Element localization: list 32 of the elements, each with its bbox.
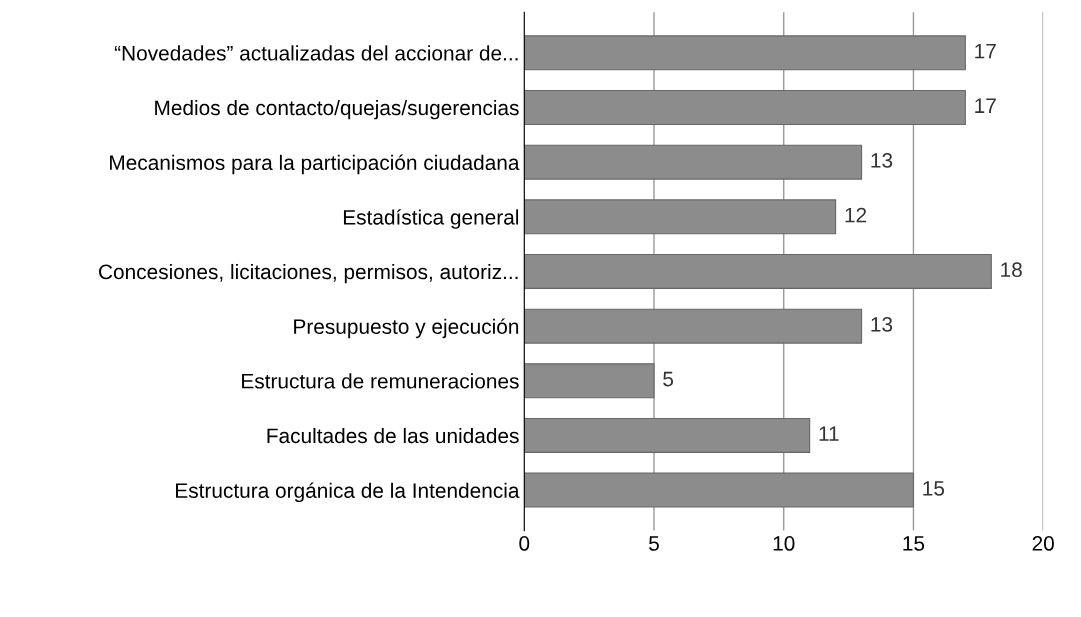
data-label: 18 <box>1001 262 1022 278</box>
y-tick-label: Mecanismos para la participación ciudadana <box>110 154 520 175</box>
data-label: 12 <box>845 207 867 223</box>
y-tick-label: “Novedades” actualizadas del accionar de... <box>114 45 518 61</box>
y-tick-label: Presupuesto y ejecución <box>294 318 519 339</box>
data-label: 17 <box>975 98 996 113</box>
bar <box>524 144 863 180</box>
y-tick-label: Estructura de remuneraciones <box>242 373 519 389</box>
bar <box>524 363 655 399</box>
data-label: 15 <box>923 481 945 496</box>
data-label: 13 <box>871 316 893 332</box>
bar <box>524 35 966 71</box>
bar <box>524 199 837 235</box>
x-tick-label: 5 <box>649 536 659 551</box>
x-tick-label: 10 <box>773 536 795 551</box>
y-tick-label: Concesiones, licitaciones, permisos, autoriz... <box>99 263 518 284</box>
x-tick-label: 15 <box>903 536 925 551</box>
data-label: 11 <box>819 426 839 441</box>
data-label: 5 <box>663 371 674 387</box>
y-tick-label: Estructura orgánica de la Intendencia <box>176 482 520 503</box>
data-label: 13 <box>871 153 893 168</box>
x-tick-label: 20 <box>1032 536 1054 551</box>
bar <box>524 472 914 508</box>
bar <box>524 308 863 344</box>
y-tick-label: Medios de contacto/quejas/sugerencias <box>155 99 519 120</box>
x-tick-label: 0 <box>519 536 530 551</box>
y-tick-label: Facultades de las unidades <box>267 427 519 444</box>
y-tick-label: Estadística general <box>343 209 519 229</box>
bar <box>524 417 811 453</box>
bar <box>524 253 992 289</box>
bar <box>524 90 966 126</box>
data-label: 17 <box>975 43 996 59</box>
